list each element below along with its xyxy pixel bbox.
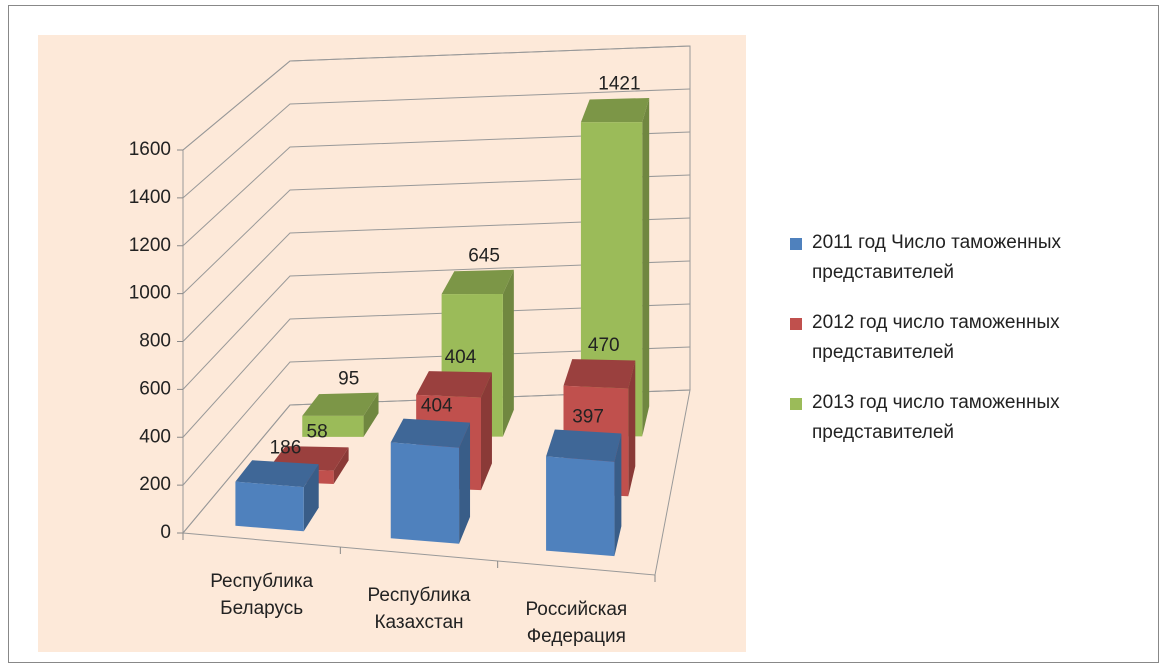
grid-line <box>182 217 691 342</box>
y-tick-label: 0 <box>160 522 171 543</box>
grid-line <box>182 346 691 486</box>
value-label: 95 <box>338 368 359 389</box>
legend-swatch <box>790 318 802 330</box>
bar <box>390 418 471 544</box>
bar-top <box>235 460 319 488</box>
bar-top <box>441 269 514 295</box>
legend-label: 2013 год число таможенных представителей <box>812 392 1060 443</box>
bar-side <box>642 97 650 437</box>
bar-top <box>302 392 379 416</box>
y-tick-label: 1000 <box>129 283 171 304</box>
grid-line <box>182 45 691 151</box>
bar-side <box>480 372 492 491</box>
bar-top <box>390 418 471 448</box>
x-tick-label: Республика Беларусь <box>210 571 314 619</box>
bar <box>302 392 379 437</box>
grid-line <box>182 260 691 390</box>
value-label: 58 <box>307 422 328 443</box>
bar-front <box>390 442 460 544</box>
legend-item: 2011 год Число таможенных представителей <box>790 228 1157 288</box>
legend-swatch <box>790 238 802 250</box>
value-label: 645 <box>468 246 500 267</box>
y-tick-label: 1600 <box>129 139 171 160</box>
bar-side <box>614 433 622 557</box>
legend-item: 2013 год число таможенных представителей <box>790 388 1157 448</box>
bar-side <box>363 392 379 437</box>
bar-top <box>546 429 622 462</box>
bar <box>235 460 319 532</box>
bar-front <box>546 456 615 557</box>
y-tick-label: 1200 <box>129 235 171 256</box>
bar <box>580 97 650 437</box>
bar <box>546 429 622 557</box>
y-tick-label: 1400 <box>129 187 171 208</box>
bar-front <box>302 415 364 437</box>
y-tick-label: 200 <box>139 474 171 495</box>
bar-front <box>580 122 643 437</box>
bar-side <box>333 447 349 485</box>
x-tick-label: Республика Казахстан <box>367 585 471 633</box>
grid-line <box>182 303 691 438</box>
value-label: 1421 <box>598 74 640 95</box>
y-tick-label: 800 <box>139 331 171 352</box>
value-label: 186 <box>270 437 302 458</box>
bar-side <box>628 360 636 497</box>
grid-line <box>182 88 691 199</box>
grid-line <box>182 174 691 294</box>
bar-side <box>303 464 319 532</box>
value-label: 470 <box>588 335 620 356</box>
legend-label: 2012 год число таможенных представителей <box>812 312 1060 363</box>
legend-swatch <box>790 398 802 410</box>
x-tick-label: Российская Федерация <box>525 599 628 647</box>
bar-side <box>459 422 471 544</box>
y-tick-label: 600 <box>139 378 171 399</box>
value-label: 397 <box>572 407 604 428</box>
legend-label: 2011 год Число таможенных представителей <box>812 232 1061 283</box>
bar-front <box>235 481 304 532</box>
grid-line <box>182 131 691 247</box>
bar-top <box>416 371 492 398</box>
bar-top <box>580 97 650 123</box>
grid-line <box>182 389 691 534</box>
legend-item: 2012 год число таможенных представителей <box>790 308 1157 368</box>
y-tick-label: 400 <box>139 426 171 447</box>
value-label: 404 <box>421 396 453 417</box>
bar-side <box>502 269 514 437</box>
value-label: 404 <box>445 347 477 368</box>
bar-top <box>563 359 636 389</box>
